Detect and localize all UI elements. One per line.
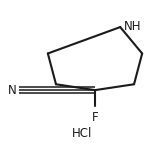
Text: NH: NH — [124, 20, 142, 33]
Text: N: N — [7, 84, 16, 97]
Text: HCl: HCl — [72, 127, 92, 140]
Text: F: F — [92, 111, 98, 124]
